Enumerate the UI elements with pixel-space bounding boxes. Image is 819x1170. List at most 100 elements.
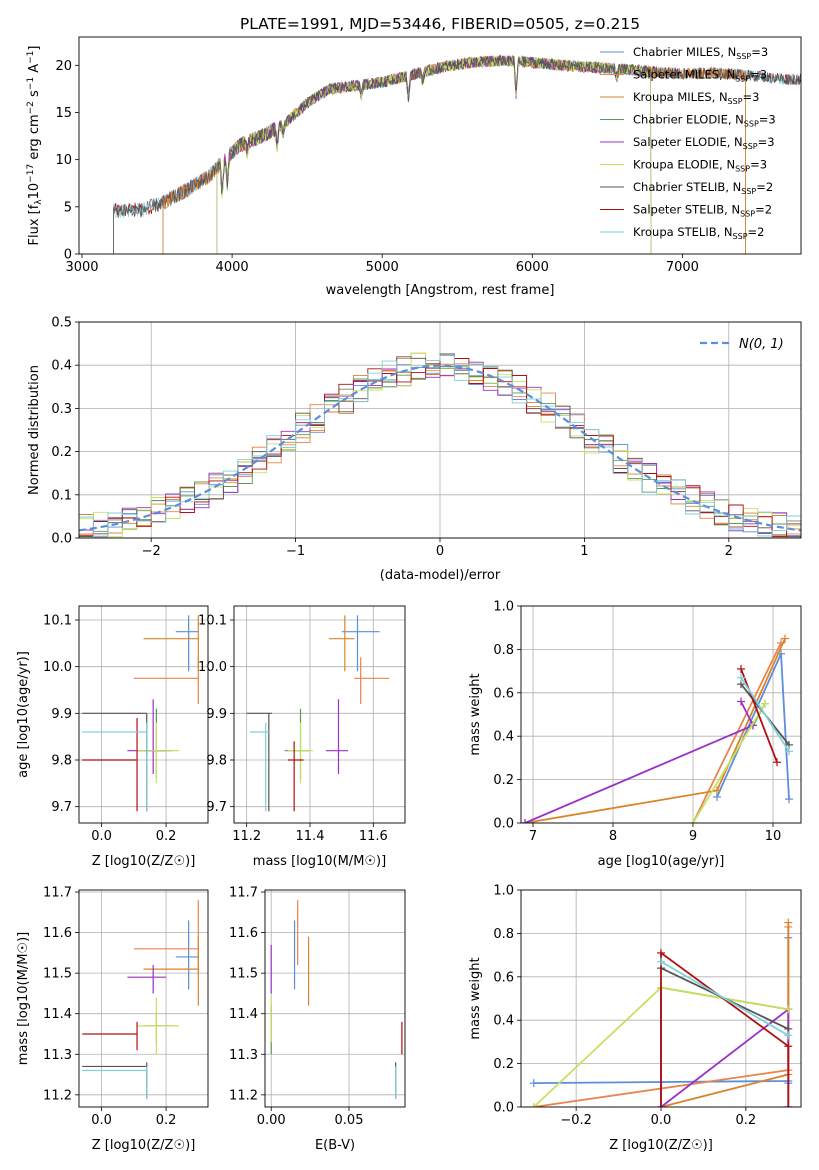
weight-line xyxy=(524,701,755,823)
y-tick-label: 15 xyxy=(55,106,72,121)
ebv-mass-panel: 0.00 0.05 11.2 11.3 11.4 11.5 11.6 11.7 E(B-V) xyxy=(229,886,406,1153)
axes-frame xyxy=(78,605,209,824)
legend-label-value: =3 xyxy=(750,158,767,172)
axes-frame xyxy=(78,889,209,1108)
x-tick-label: 1 xyxy=(580,544,588,559)
y-tick-label: 0.5 xyxy=(51,316,72,331)
x-tick-label: 6000 xyxy=(516,260,549,275)
plot-area xyxy=(521,634,793,823)
y-tick-label: 9.7 xyxy=(51,800,72,815)
z-mass-panel: 0.0 0.2 11.2 11.3 11.4 11.5 11.6 11.7 Z [log10(Z… xyxy=(16,886,209,1153)
y-label-part: s xyxy=(27,90,42,101)
y-label-part: ] xyxy=(27,46,42,51)
y-tick-label: 5 xyxy=(64,200,72,215)
y-tick-label: 10.1 xyxy=(198,614,227,629)
z-age-panel: 0.0 0.2 9.7 9.8 9.9 10.0 10.1 Z [log10(Z/Z☉)] ag… xyxy=(16,605,209,869)
y-tick-label: 0.6 xyxy=(493,970,514,985)
axes-frame xyxy=(520,889,802,1108)
y-axis-label: mass weight xyxy=(468,673,483,755)
y-tick-label: 0.4 xyxy=(493,730,514,745)
y-tick-label: 11.3 xyxy=(43,1048,72,1063)
legend-label-main: Kroupa ELODIE, N xyxy=(633,158,735,172)
y-tick-label: 0.6 xyxy=(493,686,514,701)
x-tick-label: 2 xyxy=(725,544,733,559)
x-tick-label: 4000 xyxy=(216,260,249,275)
gaussian-curve xyxy=(79,364,801,532)
x-tick-label: −2 xyxy=(142,544,161,559)
legend-label-value: =3 xyxy=(759,113,776,127)
y-tick-label: 11.4 xyxy=(43,1007,72,1022)
legend-label-main: Salpeter MILES, N xyxy=(633,68,735,82)
y-label-part: erg cm xyxy=(27,114,42,163)
plot-area xyxy=(82,900,199,1099)
plot-area xyxy=(270,900,403,1099)
x-tick-label: 0 xyxy=(436,544,444,559)
legend-label: Chabrier ELODIE, NSSP=3 xyxy=(633,113,776,129)
y-tick-label: 10 xyxy=(55,153,72,168)
legend-label-main: Salpeter STELIB, N xyxy=(633,203,740,217)
y-tick-label: 11.7 xyxy=(43,886,72,901)
y-tick-label: 0.0 xyxy=(493,817,514,832)
y-tick-label: 11.5 xyxy=(229,967,258,982)
axes-frame xyxy=(520,605,802,824)
weight-line xyxy=(660,951,790,1107)
legend-label-main: Chabrier STELIB, N xyxy=(633,180,741,194)
y-tick-label: 1.0 xyxy=(493,600,514,615)
x-tick-label: 11.6 xyxy=(359,829,388,844)
residuals-panel: −2 −1 0 1 2 0.0 0.1 0.2 0.3 0.4 0.5 (data-model)/er… xyxy=(27,316,802,583)
y-tick-label: 9.8 xyxy=(51,754,72,769)
y-axis-label: Normed distribution xyxy=(27,365,42,495)
plot-area xyxy=(82,615,199,812)
legend-label-sub: SSP xyxy=(735,75,750,84)
y-tick-label: 0.2 xyxy=(51,445,72,460)
weight-line xyxy=(692,703,766,823)
x-axis-label: Z [log10(Z/Z☉)] xyxy=(92,854,196,869)
y-label-part: −17 xyxy=(26,164,36,183)
y-axis-label: age [log10(age/yr)] xyxy=(16,651,31,778)
plot-area xyxy=(246,615,390,812)
legend-label: Salpeter ELODIE, NSSP=3 xyxy=(633,135,775,151)
y-tick-label: 1.0 xyxy=(493,884,514,899)
legend-label-main: Salpeter ELODIE, N xyxy=(633,135,743,149)
weight-line xyxy=(660,960,789,1037)
axes-frame xyxy=(78,321,802,539)
plot-area xyxy=(529,918,793,1107)
x-tick-label: 0.2 xyxy=(736,1113,757,1128)
legend-label: Chabrier STELIB, NSSP=2 xyxy=(633,180,773,196)
y-tick-label: 0.4 xyxy=(493,1014,514,1029)
legend-label-value: =2 xyxy=(748,225,765,239)
x-tick-label: 11.4 xyxy=(296,829,325,844)
legend-label: Kroupa STELIB, NSSP=2 xyxy=(633,225,764,241)
x-tick-label: 0.0 xyxy=(91,1113,112,1128)
age-weight-panel: 7 8 9 10 0.0 0.2 0.4 0.6 0.8 1.0 age [log10(age/yr… xyxy=(468,600,802,869)
legend-label-sub: SSP xyxy=(735,165,750,174)
y-label-part: −1 xyxy=(26,77,36,90)
legend-label: Salpeter STELIB, NSSP=2 xyxy=(633,203,772,219)
y-tick-label: 11.5 xyxy=(43,967,72,982)
x-tick-label: 7000 xyxy=(666,260,699,275)
axes-frame xyxy=(233,605,406,824)
x-tick-label: 8 xyxy=(609,829,617,844)
x-tick-label: 0.05 xyxy=(335,1113,364,1128)
legend-label-value: =3 xyxy=(750,68,767,82)
legend-label-value: =2 xyxy=(755,203,772,217)
x-axis-label: mass [log10(M/M☉)] xyxy=(253,854,386,869)
histogram-line xyxy=(79,361,801,538)
x-tick-label: 10 xyxy=(765,829,782,844)
y-tick-label: 10.1 xyxy=(43,614,72,629)
x-tick-label: 0.00 xyxy=(257,1113,286,1128)
spectrum-line xyxy=(216,54,652,254)
y-label-part: −2 xyxy=(26,101,36,114)
y-axis-label: mass [log10(M/M☉)] xyxy=(16,932,31,1065)
y-tick-label: 11.2 xyxy=(229,1088,258,1103)
y-tick-label: 10.0 xyxy=(43,660,72,675)
axes-frame xyxy=(78,36,802,255)
legend-label-sub: SSP xyxy=(728,97,743,106)
x-tick-label: 3000 xyxy=(65,260,98,275)
spectrum-line xyxy=(216,55,652,254)
y-axis-label: Flux [fλ10−17 erg cm−2 s−1 A−1] xyxy=(26,46,44,246)
x-axis-label: age [log10(age/yr)] xyxy=(598,854,725,869)
legend-label-value: =3 xyxy=(758,135,775,149)
legend-label: N(0, 1) xyxy=(739,337,784,352)
